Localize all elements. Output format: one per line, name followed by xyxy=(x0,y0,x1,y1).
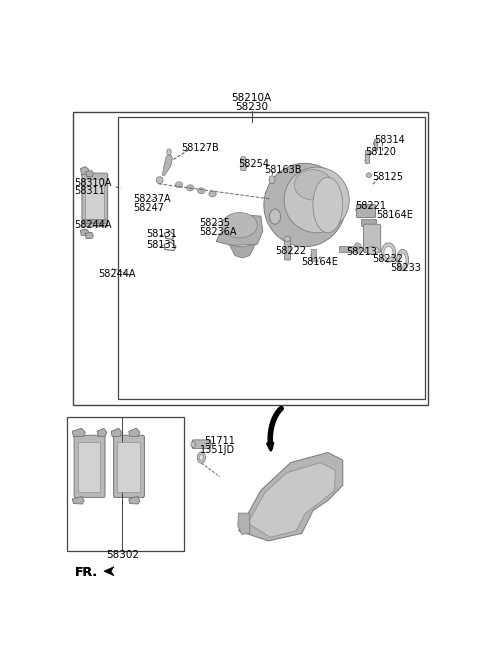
Ellipse shape xyxy=(365,247,379,255)
Ellipse shape xyxy=(156,176,163,184)
Text: FR.: FR. xyxy=(75,566,98,579)
FancyBboxPatch shape xyxy=(363,224,381,253)
Text: 58221: 58221 xyxy=(355,201,386,211)
Text: 58244A: 58244A xyxy=(98,269,135,279)
Ellipse shape xyxy=(198,188,205,194)
Ellipse shape xyxy=(209,191,216,197)
Ellipse shape xyxy=(373,141,377,146)
FancyBboxPatch shape xyxy=(357,205,375,218)
Polygon shape xyxy=(238,513,250,535)
Polygon shape xyxy=(111,428,122,436)
Ellipse shape xyxy=(384,247,393,258)
Text: 58120: 58120 xyxy=(365,147,396,157)
Text: 58164E: 58164E xyxy=(376,210,413,220)
Text: 58314: 58314 xyxy=(374,135,405,146)
Bar xyxy=(373,139,377,150)
Polygon shape xyxy=(104,567,114,576)
Text: 58311: 58311 xyxy=(74,186,105,196)
Polygon shape xyxy=(216,215,263,245)
Ellipse shape xyxy=(284,167,349,233)
Text: 58164E: 58164E xyxy=(301,256,338,266)
Ellipse shape xyxy=(365,154,370,158)
Text: 58222: 58222 xyxy=(275,246,306,256)
Polygon shape xyxy=(72,497,84,504)
Text: 58237A: 58237A xyxy=(133,194,171,204)
Bar xyxy=(361,219,376,226)
Polygon shape xyxy=(162,154,172,176)
Ellipse shape xyxy=(356,245,360,251)
FancyBboxPatch shape xyxy=(82,173,108,227)
Bar xyxy=(78,442,100,492)
Polygon shape xyxy=(85,232,94,238)
Ellipse shape xyxy=(311,253,315,257)
Ellipse shape xyxy=(264,163,346,247)
Polygon shape xyxy=(72,428,85,436)
Text: 51711: 51711 xyxy=(204,436,235,446)
Text: 58163B: 58163B xyxy=(264,165,301,174)
Ellipse shape xyxy=(396,249,408,271)
Ellipse shape xyxy=(175,182,183,188)
Ellipse shape xyxy=(294,170,332,200)
Ellipse shape xyxy=(222,213,257,238)
Text: 58125: 58125 xyxy=(372,172,403,182)
Ellipse shape xyxy=(191,441,195,447)
Text: 58230: 58230 xyxy=(235,102,268,112)
Text: FR.: FR. xyxy=(75,566,98,579)
Ellipse shape xyxy=(167,149,171,155)
Polygon shape xyxy=(97,428,107,436)
Bar xyxy=(85,179,104,222)
Ellipse shape xyxy=(197,452,205,463)
Text: 58232: 58232 xyxy=(372,254,404,264)
FancyBboxPatch shape xyxy=(74,436,105,497)
Polygon shape xyxy=(229,245,255,258)
Polygon shape xyxy=(81,167,89,174)
Text: 58127B: 58127B xyxy=(181,144,219,154)
Ellipse shape xyxy=(199,455,204,461)
Polygon shape xyxy=(239,453,343,541)
FancyBboxPatch shape xyxy=(284,239,290,260)
Ellipse shape xyxy=(284,236,291,241)
Bar xyxy=(67,417,184,551)
Polygon shape xyxy=(129,428,140,436)
Ellipse shape xyxy=(313,177,343,233)
Bar xyxy=(83,219,107,223)
Ellipse shape xyxy=(241,156,246,161)
Text: 58247: 58247 xyxy=(133,203,165,213)
Text: 1351JD: 1351JD xyxy=(200,445,235,455)
Text: 58310A: 58310A xyxy=(74,178,111,188)
Polygon shape xyxy=(248,462,335,537)
Bar xyxy=(311,249,315,260)
Bar xyxy=(73,112,428,405)
Ellipse shape xyxy=(269,209,281,224)
FancyBboxPatch shape xyxy=(192,440,211,449)
Bar xyxy=(117,442,140,492)
Ellipse shape xyxy=(399,254,406,266)
Text: 58235: 58235 xyxy=(200,218,230,228)
Text: 58254: 58254 xyxy=(239,159,270,169)
Ellipse shape xyxy=(269,176,275,184)
Text: 58233: 58233 xyxy=(390,262,421,273)
Text: 58210A: 58210A xyxy=(231,93,272,104)
Bar xyxy=(118,117,424,400)
Text: 58244A: 58244A xyxy=(74,220,112,230)
FancyBboxPatch shape xyxy=(114,436,144,497)
Polygon shape xyxy=(86,171,94,176)
Text: 58131: 58131 xyxy=(146,240,177,251)
Bar xyxy=(339,246,353,253)
Ellipse shape xyxy=(382,243,396,262)
Text: 58302: 58302 xyxy=(106,550,139,560)
Ellipse shape xyxy=(366,173,372,178)
FancyBboxPatch shape xyxy=(241,157,246,171)
Polygon shape xyxy=(129,497,140,504)
Ellipse shape xyxy=(186,185,194,191)
Polygon shape xyxy=(81,229,89,236)
Text: 58213: 58213 xyxy=(346,247,377,257)
Ellipse shape xyxy=(354,243,361,253)
Bar xyxy=(365,150,369,163)
Text: 58236A: 58236A xyxy=(199,227,236,237)
Text: 58131: 58131 xyxy=(146,230,177,239)
